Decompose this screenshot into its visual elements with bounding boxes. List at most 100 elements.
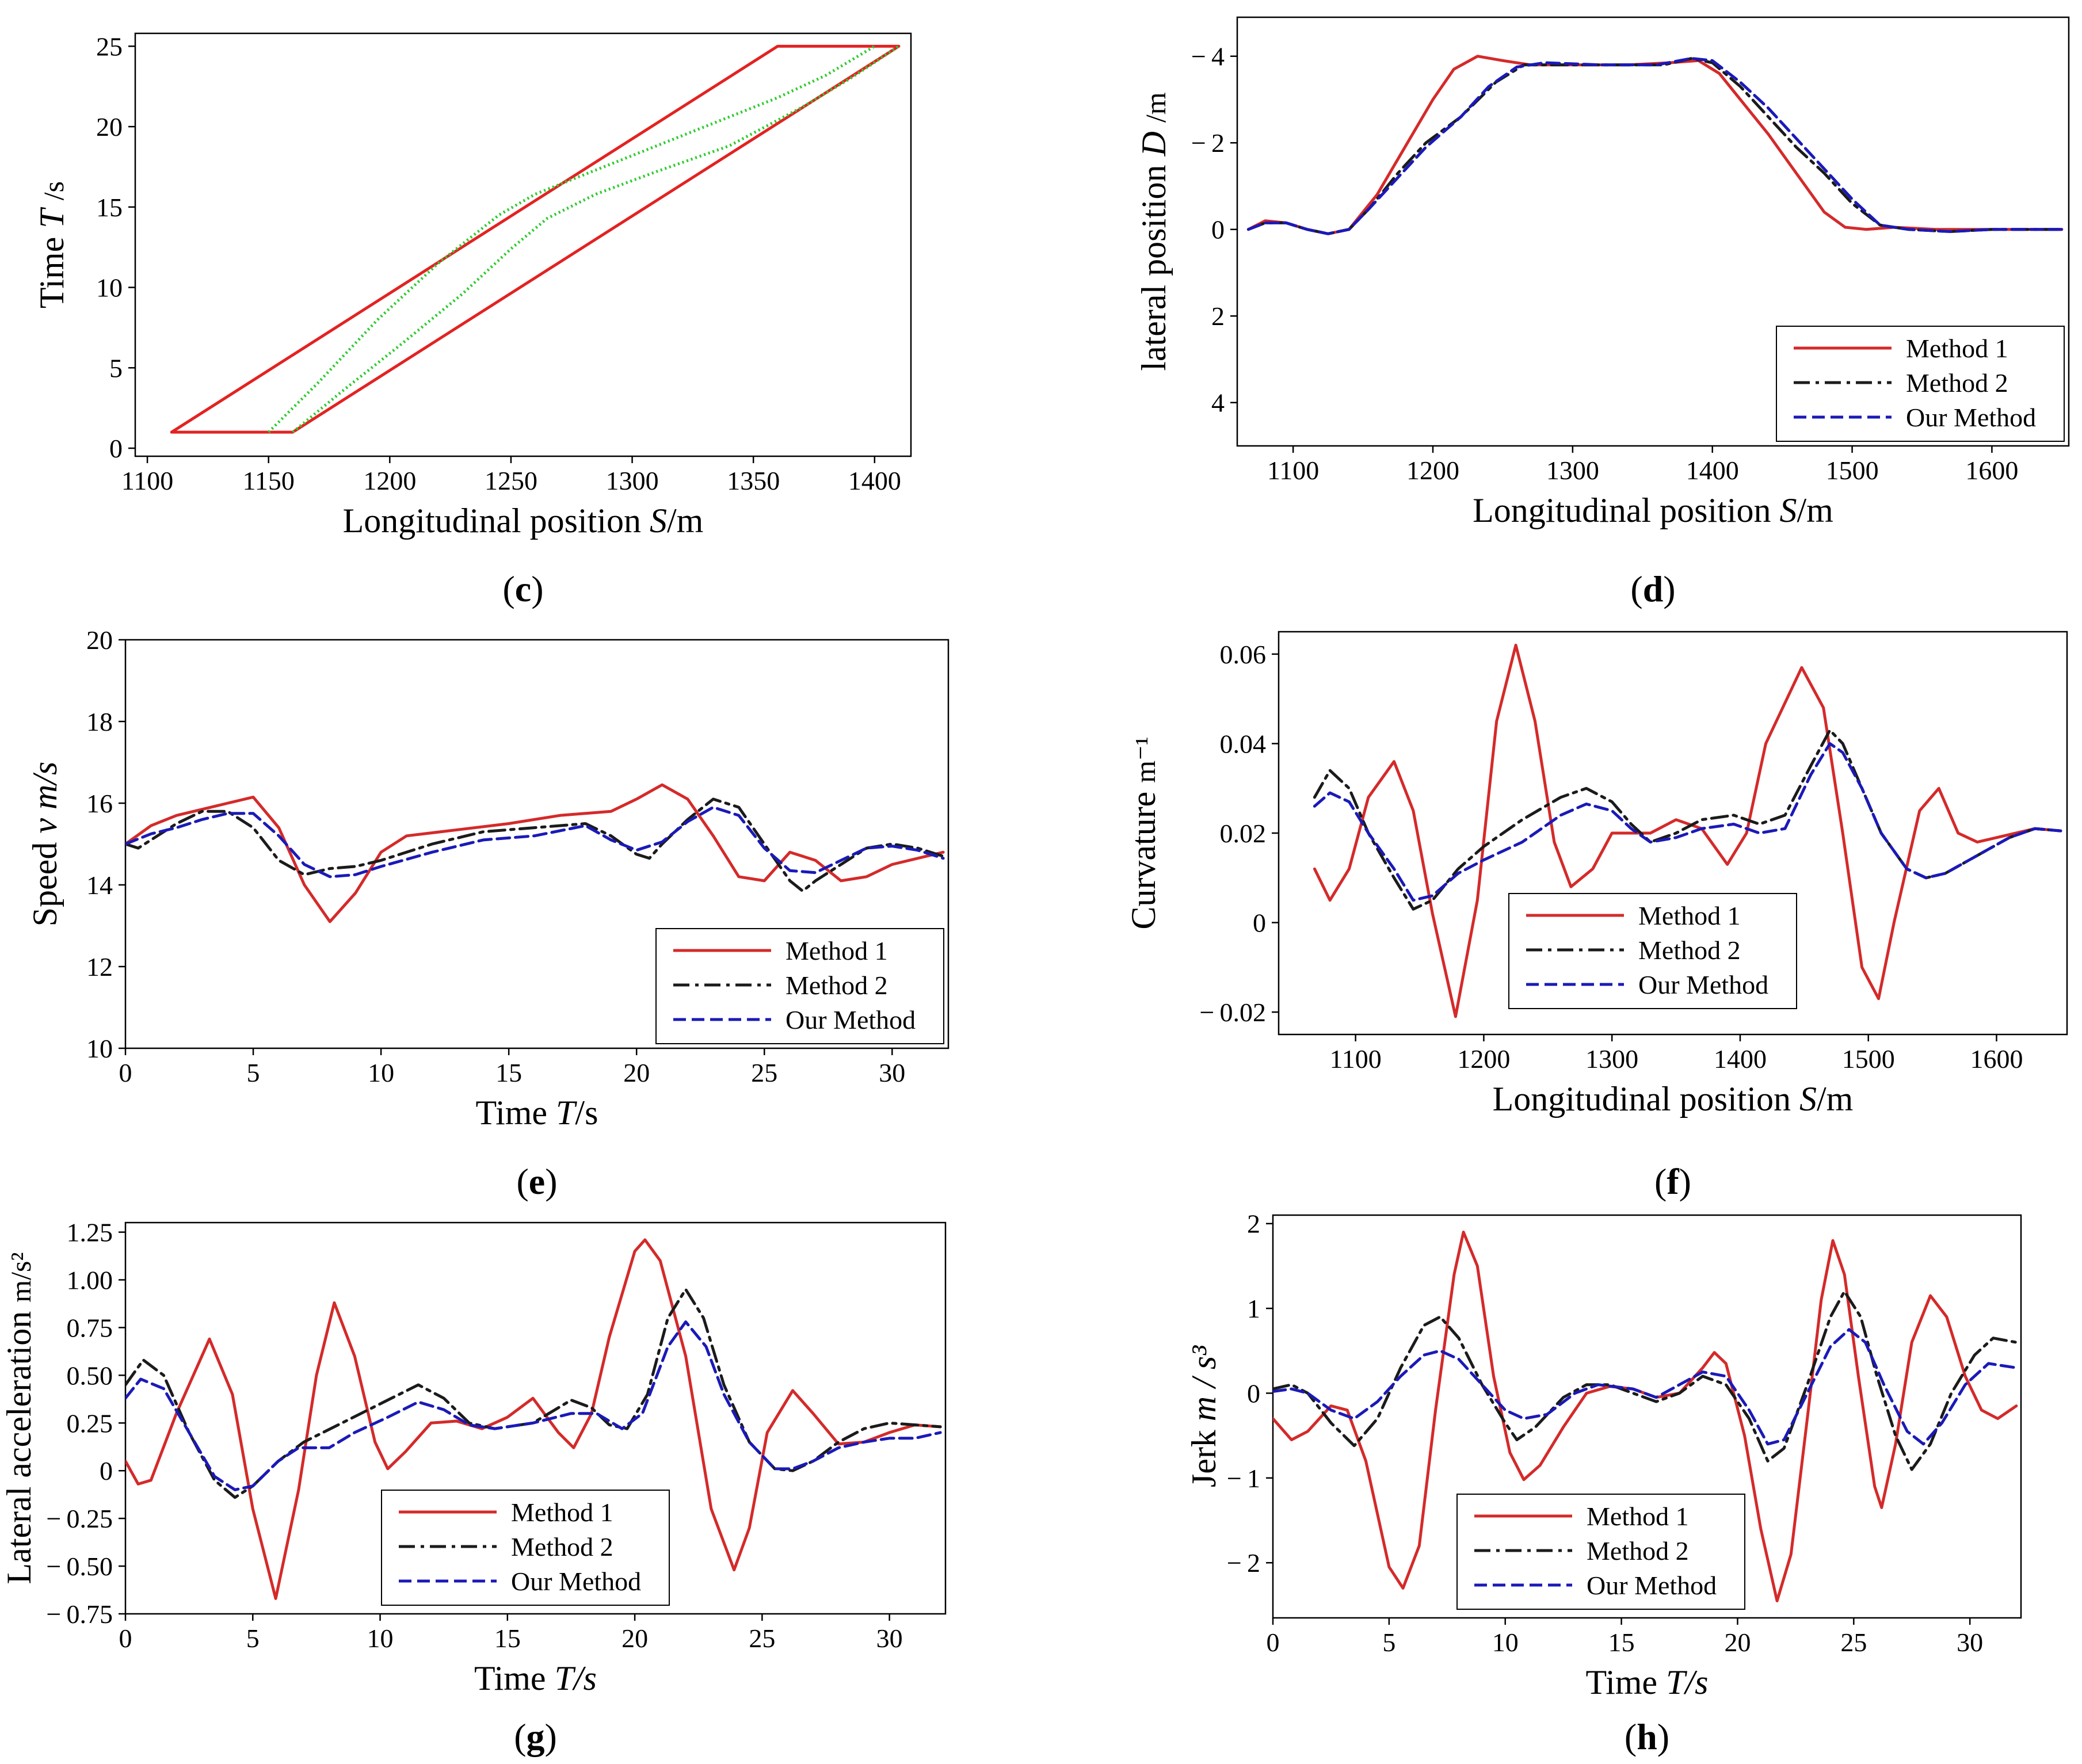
panel-label-letter: d — [1643, 568, 1664, 609]
panel-label-open: ( — [516, 1161, 528, 1202]
y-axis-label-unit: m/s² — [5, 1253, 37, 1303]
chart-g: 0 5 10 15 20 25 30 − 0.75 − 0.50 − 0.25 0 0.25 0.50 0… — [0, 1218, 947, 1697]
y-tick-label: 12 — [86, 952, 113, 982]
x-tick-label: 5 — [246, 1624, 260, 1653]
series-line-c-1 — [267, 45, 876, 433]
y-axis-label-text: Lateral acceleration — [0, 1311, 38, 1584]
x-tick-label: 1100 — [1267, 456, 1319, 485]
y-axis-label-space — [26, 834, 64, 842]
x-tick-label: 20 — [1724, 1628, 1751, 1657]
y-axis-label-var: D — [1135, 131, 1173, 156]
x-axis-label: Time T/s — [1586, 1663, 1709, 1701]
legend: Method 1 Method 2 Our Method — [655, 928, 944, 1044]
y-tick-label: − 0.25 — [46, 1504, 113, 1533]
y-axis-label-space — [33, 228, 71, 237]
panel-label-h: (h) — [1625, 1716, 1669, 1757]
x-tick-label: 30 — [876, 1624, 903, 1653]
series-line-g-2 — [125, 1320, 942, 1491]
x-axis-label-var: S — [1799, 1080, 1817, 1118]
chart-d: 1100 1200 1300 1400 1500 1600 − 4 − 2 0 2 4 Longitu… — [1135, 16, 2070, 529]
series-layer — [125, 1238, 942, 1600]
y-axis-label-space — [1185, 1421, 1223, 1430]
y-axis-label-unit: /s — [37, 181, 70, 200]
x-tick-label: 1500 — [1826, 456, 1879, 485]
legend-box — [381, 1490, 670, 1606]
panel-label-open: ( — [1625, 1716, 1637, 1757]
x-tick-label: 5 — [247, 1058, 260, 1087]
x-axis-label: Longitudinal position S/m — [343, 502, 704, 540]
x-tick-label: 25 — [749, 1624, 775, 1653]
x-tick-label: 10 — [367, 1624, 394, 1653]
x-tick-label: 0 — [119, 1058, 132, 1087]
x-axis-label: Longitudinal position S/m — [1493, 1080, 1854, 1118]
x-tick-label: 1400 — [1714, 1044, 1767, 1074]
x-tick-label: 1300 — [606, 466, 659, 495]
y-tick-label: 14 — [86, 870, 113, 900]
legend-label: Method 2 — [511, 1532, 613, 1561]
x-tick-label: 5 — [1382, 1628, 1395, 1657]
x-tick-label: 30 — [1957, 1628, 1983, 1657]
y-tick-label: 0.75 — [67, 1313, 113, 1342]
y-tick-label: 2 — [1247, 1209, 1260, 1239]
y-tick-label: 20 — [86, 625, 113, 655]
legend-label: Our Method — [511, 1567, 641, 1596]
y-tick-label: 0 — [1253, 908, 1266, 938]
y-tick-label: − 2 — [1191, 128, 1225, 158]
legend-label: Method 2 — [1906, 368, 2008, 398]
x-axis-label-text: Time — [474, 1659, 546, 1697]
legend-label: Method 1 — [1906, 334, 2008, 363]
y-tick-label: − 0.75 — [46, 1599, 113, 1629]
series-line-c-2 — [292, 45, 900, 434]
x-axis-label-text: Longitudinal position — [1493, 1080, 1791, 1118]
y-tick-label: 0 — [1247, 1379, 1260, 1408]
x-tick-label: 15 — [494, 1624, 521, 1653]
y-axis-label-text: lateral position — [1135, 165, 1173, 371]
x-tick-label: 1350 — [727, 466, 780, 495]
x-axis-label-text: Longitudinal position — [1473, 491, 1771, 529]
y-tick-label: 0.06 — [1220, 640, 1267, 669]
x-tick-label: 1300 — [1546, 456, 1599, 485]
panel-label-c: (c) — [502, 568, 543, 609]
y-axis-label-space — [1124, 783, 1162, 792]
x-tick-label: 0 — [119, 1624, 132, 1653]
legend-label: Method 1 — [1587, 1502, 1689, 1531]
y-tick-label: 0.04 — [1220, 729, 1267, 758]
x-tick-label: 1250 — [485, 466, 537, 495]
series-line-e-1 — [125, 797, 945, 893]
x-axis-label-text: Longitudinal position — [343, 502, 641, 540]
x-tick-label: 1100 — [121, 466, 173, 495]
panel-label-open: ( — [1630, 568, 1642, 609]
x-axis-label-var: T — [556, 1094, 577, 1132]
panel-label-open: ( — [514, 1716, 526, 1757]
series-layer — [125, 783, 945, 923]
y-tick-label: − 0.02 — [1199, 998, 1266, 1027]
panel-label-close: ) — [545, 1161, 557, 1202]
panel-label-letter: h — [1637, 1716, 1657, 1757]
x-axis-label-text: Time — [476, 1094, 548, 1132]
y-tick-label: − 0.50 — [46, 1552, 113, 1581]
x-axis-label: Time T/s — [476, 1094, 598, 1132]
x-tick-label: 1200 — [1457, 1044, 1510, 1074]
panel-label-close: ) — [1679, 1161, 1691, 1202]
y-axis-label: Lateral acceleration m/s² — [0, 1253, 38, 1584]
x-tick-label: 1150 — [243, 466, 295, 495]
x-tick-label: 1300 — [1585, 1044, 1638, 1074]
chart-f: 1100 1200 1300 1400 1500 1600 − 0.02 0 0.02 0.04 0… — [1124, 631, 2068, 1118]
y-tick-label: 2 — [1211, 301, 1225, 331]
x-axis-label: Longitudinal position S/m — [1473, 491, 1833, 529]
y-axis-label-text: Time — [33, 237, 71, 309]
panel-label-close: ) — [545, 1716, 557, 1757]
y-tick-label: 15 — [96, 193, 123, 222]
series-line-f-2 — [1313, 742, 2062, 902]
panel-label-close: ) — [531, 568, 543, 609]
y-tick-label: 25 — [96, 32, 123, 61]
y-axis-label: Jerk m / s³ — [1185, 1345, 1223, 1487]
legend-label: Our Method — [1906, 403, 2036, 432]
plot-frame — [134, 32, 912, 457]
y-tick-label: 5 — [109, 353, 123, 383]
panel-label-f: (f) — [1654, 1161, 1691, 1202]
series-line-h-2 — [1273, 1328, 2018, 1446]
x-axis-label-space — [547, 1094, 556, 1132]
series-line-d-2 — [1246, 57, 2064, 235]
y-tick-label: 1.00 — [67, 1266, 113, 1295]
